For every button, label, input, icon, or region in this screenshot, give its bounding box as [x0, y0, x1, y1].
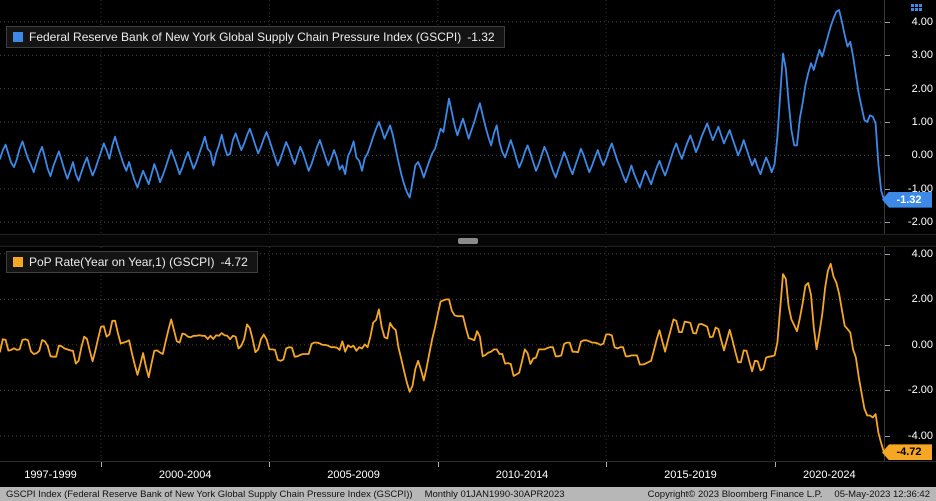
y-axis-tickmark — [885, 299, 890, 300]
panel2-chart-svg — [0, 247, 884, 461]
x-axis-tickmark — [774, 462, 776, 467]
y-axis-tickmark — [885, 89, 890, 90]
x-axis-label: 1997-1999 — [24, 469, 77, 481]
pop-rate-legend-value: -4.72 — [220, 255, 248, 269]
x-axis-label: 2010-2014 — [495, 469, 549, 481]
x-axis: 1997-1999 2000-2004 2005-2009 2010-2014 2015… — [0, 461, 936, 487]
status-security: GSCPI Index (Federal Reserve Bank of New… — [6, 488, 413, 500]
x-axis-label: 2000-2004 — [158, 469, 212, 481]
y-axis-label: 0.00 — [911, 338, 933, 351]
y-axis-tickmark — [885, 222, 890, 223]
y-axis-tickmark — [885, 254, 890, 255]
status-periodicity: Monthly 01JAN1990-30APR2023 — [424, 488, 565, 500]
gscpi-legend-label: Federal Reserve Bank of New York Global … — [29, 30, 462, 44]
x-axis-label: 2020-2024 — [802, 469, 856, 481]
gscpi-plot-area[interactable] — [0, 0, 884, 234]
menu-dot — [919, 8, 922, 11]
panel1-series-line — [0, 9, 884, 201]
x-axis-label: 2015-2019 — [664, 469, 717, 481]
pop-rate-last-value-badge: -4.72 — [882, 444, 932, 461]
y-axis-tickmark — [885, 122, 890, 123]
menu-dot — [911, 4, 914, 7]
x-axis-label: 2005-2009 — [327, 469, 380, 481]
pop-rate-legend-label: PoP Rate(Year on Year,1) (GSCPI) — [29, 255, 215, 269]
menu-dot — [919, 4, 922, 7]
y-axis-tickmark — [885, 22, 890, 23]
x-axis-labels-area: 1997-1999 2000-2004 2005-2009 2010-2014 2015… — [0, 462, 884, 487]
x-axis-tickmark — [437, 462, 439, 467]
menu-dot — [915, 4, 918, 7]
y-axis-label: 4.00 — [911, 15, 933, 28]
menu-dot — [911, 8, 914, 11]
status-bar: GSCPI Index (Federal Reserve Bank of New… — [0, 487, 936, 501]
panel-divider-handle[interactable] — [458, 238, 478, 244]
y-axis-label: 4.00 — [911, 247, 933, 260]
x-axis-tickmark — [269, 462, 271, 467]
panel-divider — [0, 234, 936, 247]
y-axis-label: -4.00 — [907, 429, 933, 442]
pop-rate-plot-area[interactable] — [0, 247, 884, 461]
x-axis-tickmark — [101, 462, 102, 467]
y-axis-tickmark — [885, 189, 890, 190]
chart-menu-icon[interactable] — [911, 4, 922, 11]
y-axis-tickmark — [885, 345, 890, 346]
y-axis-tickmark — [885, 390, 890, 391]
status-datetime: 05-May-2023 12:36:42 — [834, 488, 930, 500]
pop-rate-legend-swatch — [13, 257, 23, 267]
status-copyright: Copyright© 2023 Bloomberg Finance L.P. — [647, 488, 823, 500]
gscpi-legend-swatch — [13, 32, 23, 42]
menu-dot — [915, 8, 918, 11]
y-axis-label: 0.00 — [911, 149, 933, 162]
gscpi-legend-value: -1.32 — [467, 30, 495, 44]
pop-rate-legend[interactable]: PoP Rate(Year on Year,1) (GSCPI) -4.72 — [6, 251, 258, 273]
y-axis-label: 3.00 — [911, 49, 933, 62]
pop-rate-y-axis: 4.00 2.00 0.00 -2.00 -4.00 — [884, 247, 936, 461]
y-axis-label: -2.00 — [907, 216, 933, 229]
y-axis-tickmark — [885, 55, 890, 56]
pop-rate-panel: 4.00 2.00 0.00 -2.00 -4.00 PoP Rate(Year on … — [0, 247, 936, 461]
gscpi-legend[interactable]: Federal Reserve Bank of New York Global … — [6, 26, 505, 48]
y-axis-tickmark — [885, 155, 890, 156]
panel1-chart-svg — [0, 0, 884, 234]
gscpi-last-value-badge: -1.32 — [882, 191, 932, 208]
x-axis-tickmark — [606, 462, 608, 467]
panel2-series-line — [0, 262, 884, 454]
y-axis-label: -2.00 — [907, 384, 933, 397]
y-axis-tickmark — [885, 436, 890, 437]
y-axis-label: 1.00 — [911, 116, 933, 128]
y-axis-label: 2.00 — [911, 82, 933, 95]
x-axis-corner — [884, 462, 936, 487]
y-axis-label: 2.00 — [911, 293, 933, 306]
gscpi-panel: 4.00 3.00 2.00 1.00 0.00 -1.00 -2.00 Federal R… — [0, 0, 936, 234]
